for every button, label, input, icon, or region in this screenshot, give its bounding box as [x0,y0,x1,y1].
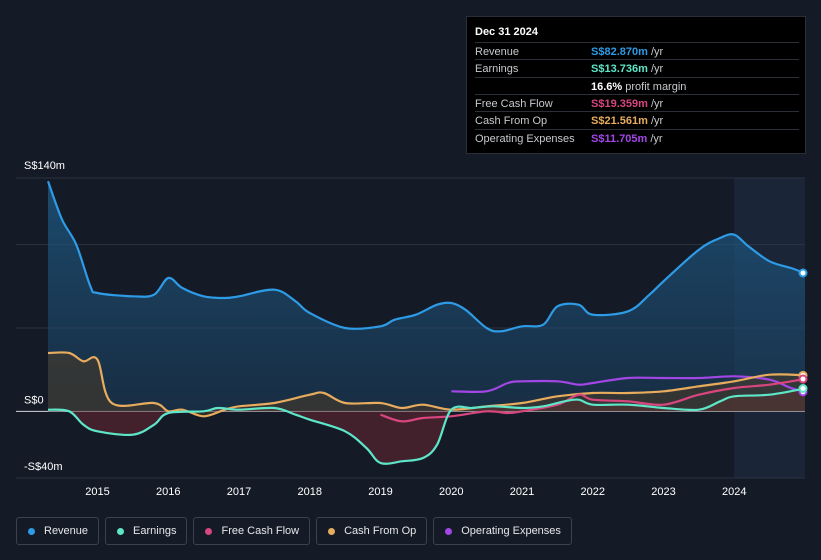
tooltip-panel: Dec 31 2024 Revenue S$82.870m /yr Earnings… [466,16,806,154]
tooltip-row: Cash From Op S$21.561m /yr [475,111,799,129]
legend-label: Cash From Op [344,525,417,537]
tooltip-row-label: Operating Expenses [475,132,575,145]
free-cash-flow-end-marker[interactable] [798,374,808,384]
tooltip-row-value: S$13.736m /yr [591,63,663,75]
tooltip-date: Dec 31 2024 [475,26,538,38]
legend-label: Earnings [133,525,177,537]
x-tick-label: 2024 [722,486,746,498]
x-tick-label: 2023 [651,486,675,498]
legend-item-cash-from-op[interactable]: Cash From Op [316,517,428,545]
tooltip-row-value: S$82.870m /yr [591,46,663,58]
operating-expenses-line [451,375,806,394]
tooltip-value-text: S$21.561m [591,115,648,128]
x-tick-label: 2022 [581,486,605,498]
tooltip-row: Operating Expenses S$11.705m /yr [475,128,799,147]
tooltip-row-value: 16.6% profit margin [591,81,686,93]
revenue-area [48,181,805,412]
tooltip-row-label: Cash From Op [475,115,548,128]
tooltip-unit: profit margin [625,80,687,93]
y-label-bottom: -S$40m [24,461,63,473]
free-cash-flow-line [380,377,806,423]
x-tick-label: 2018 [298,486,322,498]
tooltip-value-text: S$13.736m [591,63,648,76]
x-tick-label: 2019 [368,486,392,498]
tooltip-unit: /yr [650,46,664,58]
y-label-top: S$140m [24,160,65,172]
tooltip-value-text: S$19.359m [591,97,648,110]
tooltip-row-value: S$19.359m /yr [591,98,663,110]
tooltip-row-label: Free Cash Flow [475,97,553,110]
tooltip-row: Earnings S$13.736m /yr [475,59,799,77]
revenue-line [46,180,806,333]
legend: Revenue Earnings Free Cash Flow Cash From O… [16,517,572,545]
tooltip-row: 16.6% profit margin [475,76,799,95]
tooltip-value-text: S$11.705m [591,132,648,145]
tooltip-row: Revenue S$82.870m /yr [475,42,799,60]
x-tick-label: 2016 [156,486,180,498]
x-tick-label: 2021 [510,486,534,498]
tooltip-row-label: Revenue [475,46,520,58]
legend-label: Revenue [44,525,89,537]
legend-label: Free Cash Flow [221,525,300,537]
legend-item-revenue[interactable]: Revenue [16,517,100,545]
x-tick-label: 2015 [85,486,109,498]
tooltip-row: Free Cash Flow S$19.359m /yr [475,93,799,112]
tooltip-unit: /yr [650,97,664,110]
revenue-end-marker[interactable] [798,268,808,278]
x-tick-label: 2017 [227,486,251,498]
legend-dot-icon [205,527,213,535]
tooltip-row-value: S$21.561m /yr [591,115,663,127]
legend-item-free-cash-flow[interactable]: Free Cash Flow [193,517,311,545]
tooltip-unit: /yr [650,115,664,128]
legend-item-earnings[interactable]: Earnings [105,517,188,545]
legend-dot-icon [445,527,453,535]
legend-item-operating-expenses[interactable]: Operating Expenses [433,517,572,545]
earnings-end-marker[interactable] [798,384,808,393]
cash-from-op-line [47,351,806,418]
tooltip-unit: /yr [650,132,663,145]
x-tick-label: 2020 [439,486,463,498]
tooltip-unit: /yr [650,63,664,76]
legend-dot-icon [328,527,336,535]
y-label-zero: S$0 [24,394,44,406]
legend-dot-icon [28,527,35,535]
legend-dot-icon [117,527,125,535]
earnings-line [47,387,806,465]
legend-label: Operating Expenses [461,525,561,537]
tooltip-value-text: S$82.870m [591,46,648,58]
tooltip-value-text: 16.6% [591,80,623,93]
tooltip-row-value: S$11.705m /yr [591,133,663,145]
tooltip-row-label: Earnings [475,63,519,76]
